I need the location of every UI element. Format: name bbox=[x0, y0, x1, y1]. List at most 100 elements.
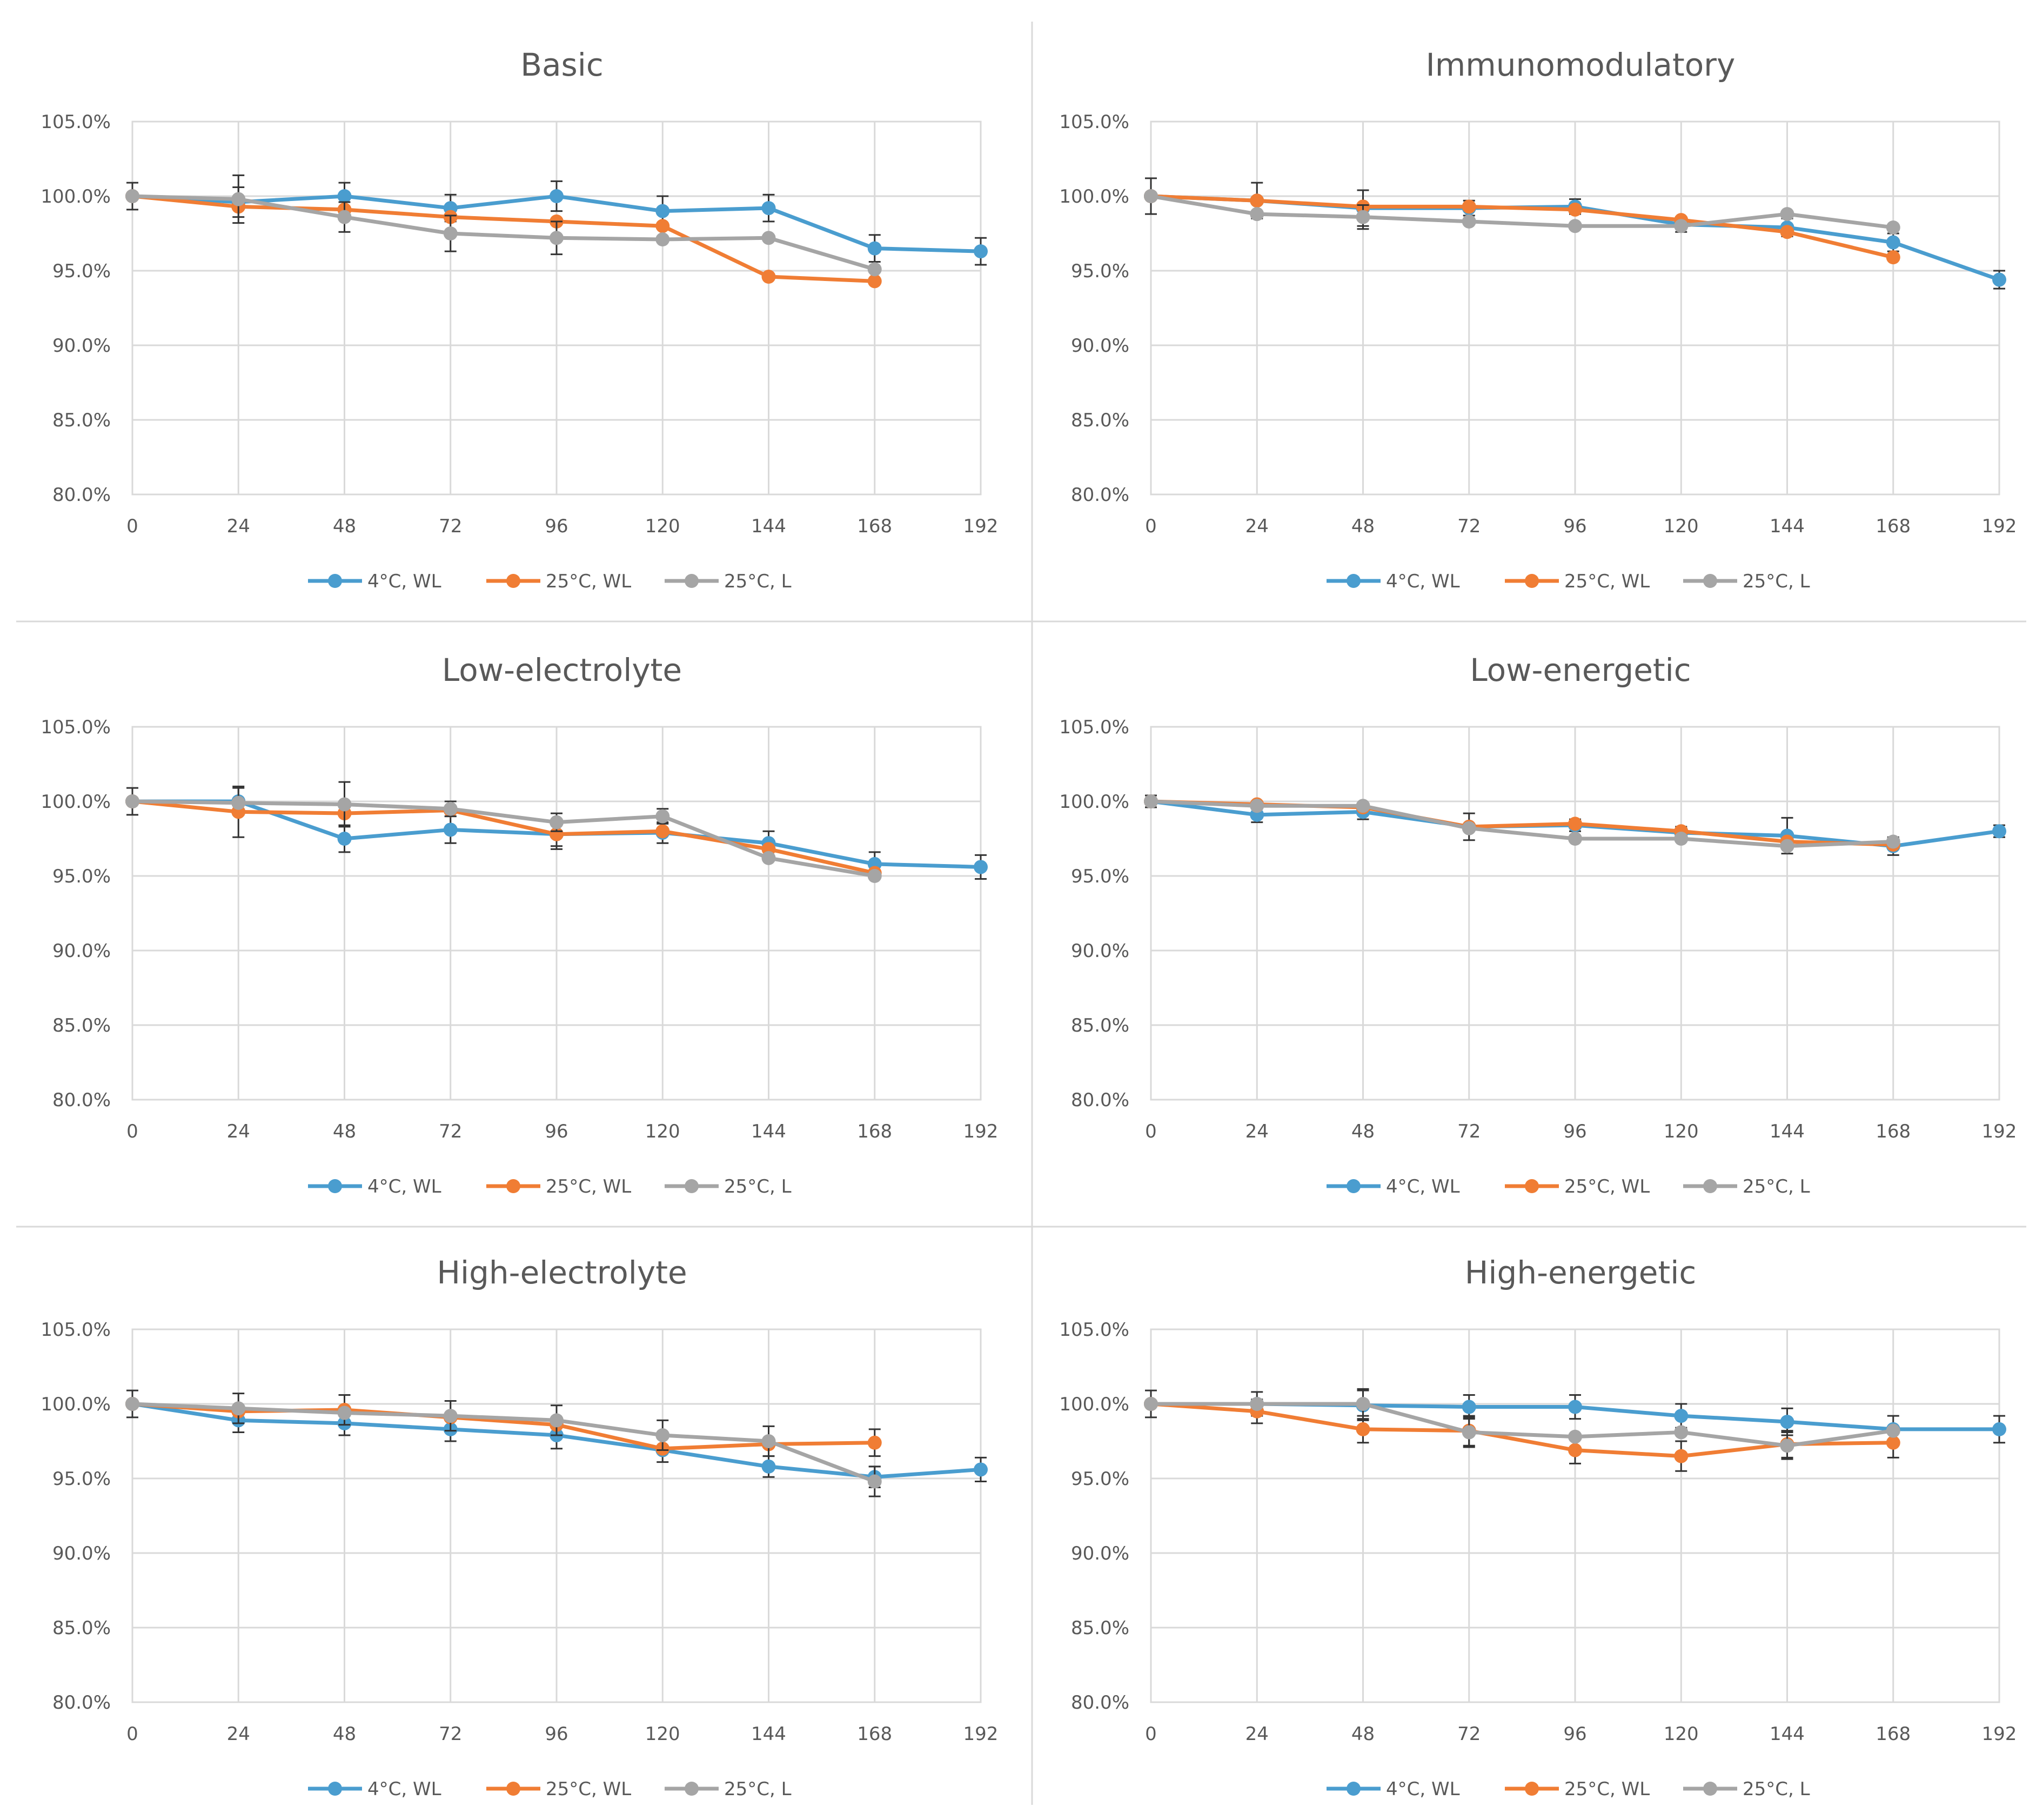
panel-low-electrolyte-series-4c-wl-point-2 bbox=[337, 832, 352, 846]
panel-low-electrolyte-series-25c-l-point-6 bbox=[761, 851, 776, 865]
panel-basic-legend-entry-25c-l: 25°C, L bbox=[665, 571, 792, 592]
panel-low-electrolyte-xtick-8: 192 bbox=[963, 1121, 999, 1142]
panel-immunomodulatory-xtick-8: 192 bbox=[1982, 516, 2017, 537]
panel-low-electrolyte-series-25c-l-point-3 bbox=[443, 801, 458, 816]
panel-low-energetic-xtick-0: 0 bbox=[1145, 1121, 1157, 1142]
panel-immunomodulatory-legend-entry-4c-wl-swatch-marker bbox=[1347, 574, 1361, 588]
panel-immunomodulatory-series-25c-l-line bbox=[1150, 194, 1894, 230]
panel-high-electrolyte-xtick-1: 24 bbox=[227, 1723, 250, 1745]
panel-immunomodulatory-series-25c-wl-point-3 bbox=[1462, 199, 1476, 214]
panel-immunomodulatory-legend-entry-25c-l: 25°C, L bbox=[1683, 571, 1810, 592]
panel-low-electrolyte-ytick-2: 90.0% bbox=[52, 940, 111, 962]
panel-basic-ytick-1: 85.0% bbox=[52, 410, 111, 431]
panel-high-energetic-series-25c-l-point-5 bbox=[1674, 1425, 1689, 1440]
panel-high-energetic-legend-entry-4c-wl-swatch-marker bbox=[1347, 1782, 1361, 1796]
panel-low-energetic-xtick-7: 168 bbox=[1876, 1121, 1911, 1142]
panel-basic-xtick-1: 24 bbox=[227, 516, 250, 537]
panel-immunomodulatory-ytick-4: 100.0% bbox=[1059, 186, 1129, 208]
panel-low-electrolyte-legend-entry-4c-wl-label: 4°C, WL bbox=[367, 1176, 441, 1197]
panel-low-energetic-legend-entry-4c-wl-swatch-marker bbox=[1347, 1179, 1361, 1193]
panel-high-energetic-series-25c-wl-point-7 bbox=[1886, 1435, 1900, 1450]
panel-high-energetic-series-25c-l-point-7 bbox=[1886, 1423, 1900, 1438]
panel-low-electrolyte-legend-entry-25c-wl: 25°C, WL bbox=[486, 1176, 631, 1197]
panel-basic-plot-frame bbox=[131, 121, 982, 496]
panel-immunomodulatory-legend-entry-4c-wl: 4°C, WL bbox=[1327, 571, 1460, 592]
panel-low-electrolyte-series-25c-l-point-5 bbox=[655, 809, 670, 824]
panel-low-energetic-legend-entry-25c-wl-swatch-marker bbox=[1525, 1179, 1539, 1193]
panel-low-electrolyte: Low-electrolyte 80.0% 85.0% 90.0% 95.0% 100.0… bbox=[41, 652, 998, 1197]
panel-immunomodulatory-legend-entry-25c-wl-swatch-marker bbox=[1525, 574, 1539, 588]
panel-low-energetic-legend-entry-4c-wl: 4°C, WL bbox=[1327, 1176, 1460, 1197]
panel-low-electrolyte-series-25c-l-point-7 bbox=[867, 869, 882, 883]
panel-low-energetic-ytick-3: 95.0% bbox=[1071, 866, 1129, 887]
panel-basic-ytick-0: 80.0% bbox=[52, 484, 111, 506]
panel-high-energetic-ytick-5: 105.0% bbox=[1059, 1319, 1129, 1341]
panel-immunomodulatory-series-25c-l-point-3 bbox=[1462, 214, 1476, 229]
panel-low-electrolyte-ytick-5: 105.0% bbox=[41, 717, 111, 738]
panel-high-electrolyte-series-25c-l-point-0 bbox=[125, 1397, 139, 1411]
panel-high-electrolyte-ytick-1: 85.0% bbox=[52, 1617, 111, 1639]
panel-high-electrolyte-legend-entry-4c-wl-label: 4°C, WL bbox=[367, 1778, 441, 1800]
panel-immunomodulatory-series-25c-l-point-6 bbox=[1780, 207, 1794, 222]
panel-immunomodulatory-title: Immunomodulatory bbox=[1426, 46, 1736, 83]
panel-immunomodulatory-ytick-2: 90.0% bbox=[1071, 335, 1129, 357]
panel-immunomodulatory-legend-entry-25c-wl-label: 25°C, WL bbox=[1564, 571, 1650, 592]
panel-high-electrolyte-xtick-0: 0 bbox=[126, 1723, 138, 1745]
panel-immunomodulatory-xtick-3: 72 bbox=[1457, 516, 1481, 537]
panel-high-energetic-ytick-4: 100.0% bbox=[1059, 1394, 1129, 1415]
panel-basic-ytick-4: 100.0% bbox=[41, 186, 111, 208]
panel-basic-series-4c-wl-point-4 bbox=[550, 189, 564, 203]
panel-immunomodulatory-legend-entry-25c-l-label: 25°C, L bbox=[1743, 571, 1810, 592]
panel-low-electrolyte-legend-entry-4c-wl-swatch-marker bbox=[328, 1179, 342, 1193]
panel-high-energetic: High-energetic 80.0% 85.0% 90.0% 95.0% 100.0%… bbox=[1059, 1254, 2017, 1800]
panel-high-electrolyte-series-25c-l-point-6 bbox=[761, 1434, 776, 1448]
panel-immunomodulatory-legend-entry-25c-wl: 25°C, WL bbox=[1505, 571, 1650, 592]
panel-high-electrolyte-plot-frame bbox=[131, 1328, 982, 1703]
panel-high-electrolyte-xtick-4: 96 bbox=[545, 1723, 568, 1745]
panel-high-energetic-ytick-2: 90.0% bbox=[1071, 1543, 1129, 1564]
panel-high-electrolyte-legend-entry-4c-wl: 4°C, WL bbox=[308, 1778, 441, 1800]
panel-low-energetic-legend: 4°C, WL 25°C, WL 25°C, L bbox=[1327, 1176, 1810, 1197]
panel-basic-legend-entry-25c-l-label: 25°C, L bbox=[724, 571, 792, 592]
panel-low-energetic-series-25c-l-point-7 bbox=[1886, 834, 1900, 849]
panel-basic: Basic 80.0% 85.0% 90.0% 95.0% 100.0% 105.0% 0 24… bbox=[41, 46, 998, 592]
panel-dividers bbox=[16, 22, 2026, 1805]
panel-low-electrolyte-title: Low-electrolyte bbox=[442, 652, 682, 688]
panel-low-electrolyte-plot-frame bbox=[131, 726, 982, 1101]
panel-low-energetic-legend-entry-25c-l-swatch-marker bbox=[1703, 1179, 1717, 1193]
panel-immunomodulatory-xtick-4: 96 bbox=[1563, 516, 1586, 537]
panel-basic-series-25c-l-point-2 bbox=[337, 210, 352, 224]
panel-high-energetic-legend-entry-25c-l: 25°C, L bbox=[1683, 1778, 1810, 1800]
panel-immunomodulatory-ytick-5: 105.0% bbox=[1059, 111, 1129, 133]
panel-low-electrolyte-legend-entry-25c-l-label: 25°C, L bbox=[724, 1176, 792, 1197]
panel-low-electrolyte-series-25c-l-point-0 bbox=[125, 794, 139, 808]
panel-low-electrolyte-xtick-6: 144 bbox=[751, 1121, 786, 1142]
panel-immunomodulatory-series-25c-wl-point-7 bbox=[1886, 250, 1900, 265]
panel-high-electrolyte-legend-entry-25c-l-swatch-marker bbox=[685, 1782, 699, 1796]
panel-basic-xtick-6: 144 bbox=[751, 516, 786, 537]
panel-high-energetic-series-25c-l-point-3 bbox=[1462, 1425, 1476, 1440]
panel-high-energetic-xtick-4: 96 bbox=[1563, 1723, 1586, 1745]
panel-immunomodulatory-xtick-7: 168 bbox=[1876, 516, 1911, 537]
panel-low-electrolyte-legend-entry-25c-l-swatch-marker bbox=[685, 1179, 699, 1193]
panel-high-energetic-xtick-2: 48 bbox=[1351, 1723, 1375, 1745]
panel-immunomodulatory-series-25c-l-point-5 bbox=[1674, 219, 1689, 233]
panel-low-electrolyte-series-4c-wl-point-8 bbox=[974, 860, 988, 874]
panel-immunomodulatory-series-25c-l-point-0 bbox=[1144, 189, 1158, 203]
panel-immunomodulatory-series-25c-l-point-7 bbox=[1886, 220, 1900, 235]
panel-high-electrolyte-xtick-3: 72 bbox=[439, 1723, 462, 1745]
panel-low-electrolyte-xtick-4: 96 bbox=[545, 1121, 568, 1142]
panel-low-energetic-xtick-4: 96 bbox=[1563, 1121, 1586, 1142]
panel-high-energetic-series-25c-l-point-0 bbox=[1144, 1397, 1158, 1411]
panel-high-energetic-ytick-3: 95.0% bbox=[1071, 1468, 1129, 1490]
panel-low-energetic-legend-entry-25c-wl-label: 25°C, WL bbox=[1564, 1176, 1650, 1197]
panel-basic-legend-entry-4c-wl-label: 4°C, WL bbox=[367, 571, 441, 592]
panel-high-electrolyte-xtick-5: 120 bbox=[645, 1723, 680, 1745]
panel-immunomodulatory-xtick-2: 48 bbox=[1351, 516, 1375, 537]
panel-low-energetic-series-4c-wl-point-8 bbox=[1992, 824, 2006, 839]
panel-basic-series-25c-wl-point-7 bbox=[867, 274, 882, 289]
panel-basic-legend-entry-25c-wl: 25°C, WL bbox=[486, 571, 631, 592]
panel-high-energetic-series-25c-wl-point-2 bbox=[1356, 1422, 1370, 1436]
panel-immunomodulatory: Immunomodulatory 80.0% 85.0% 90.0% 95.0% 100.… bbox=[1059, 46, 2017, 592]
